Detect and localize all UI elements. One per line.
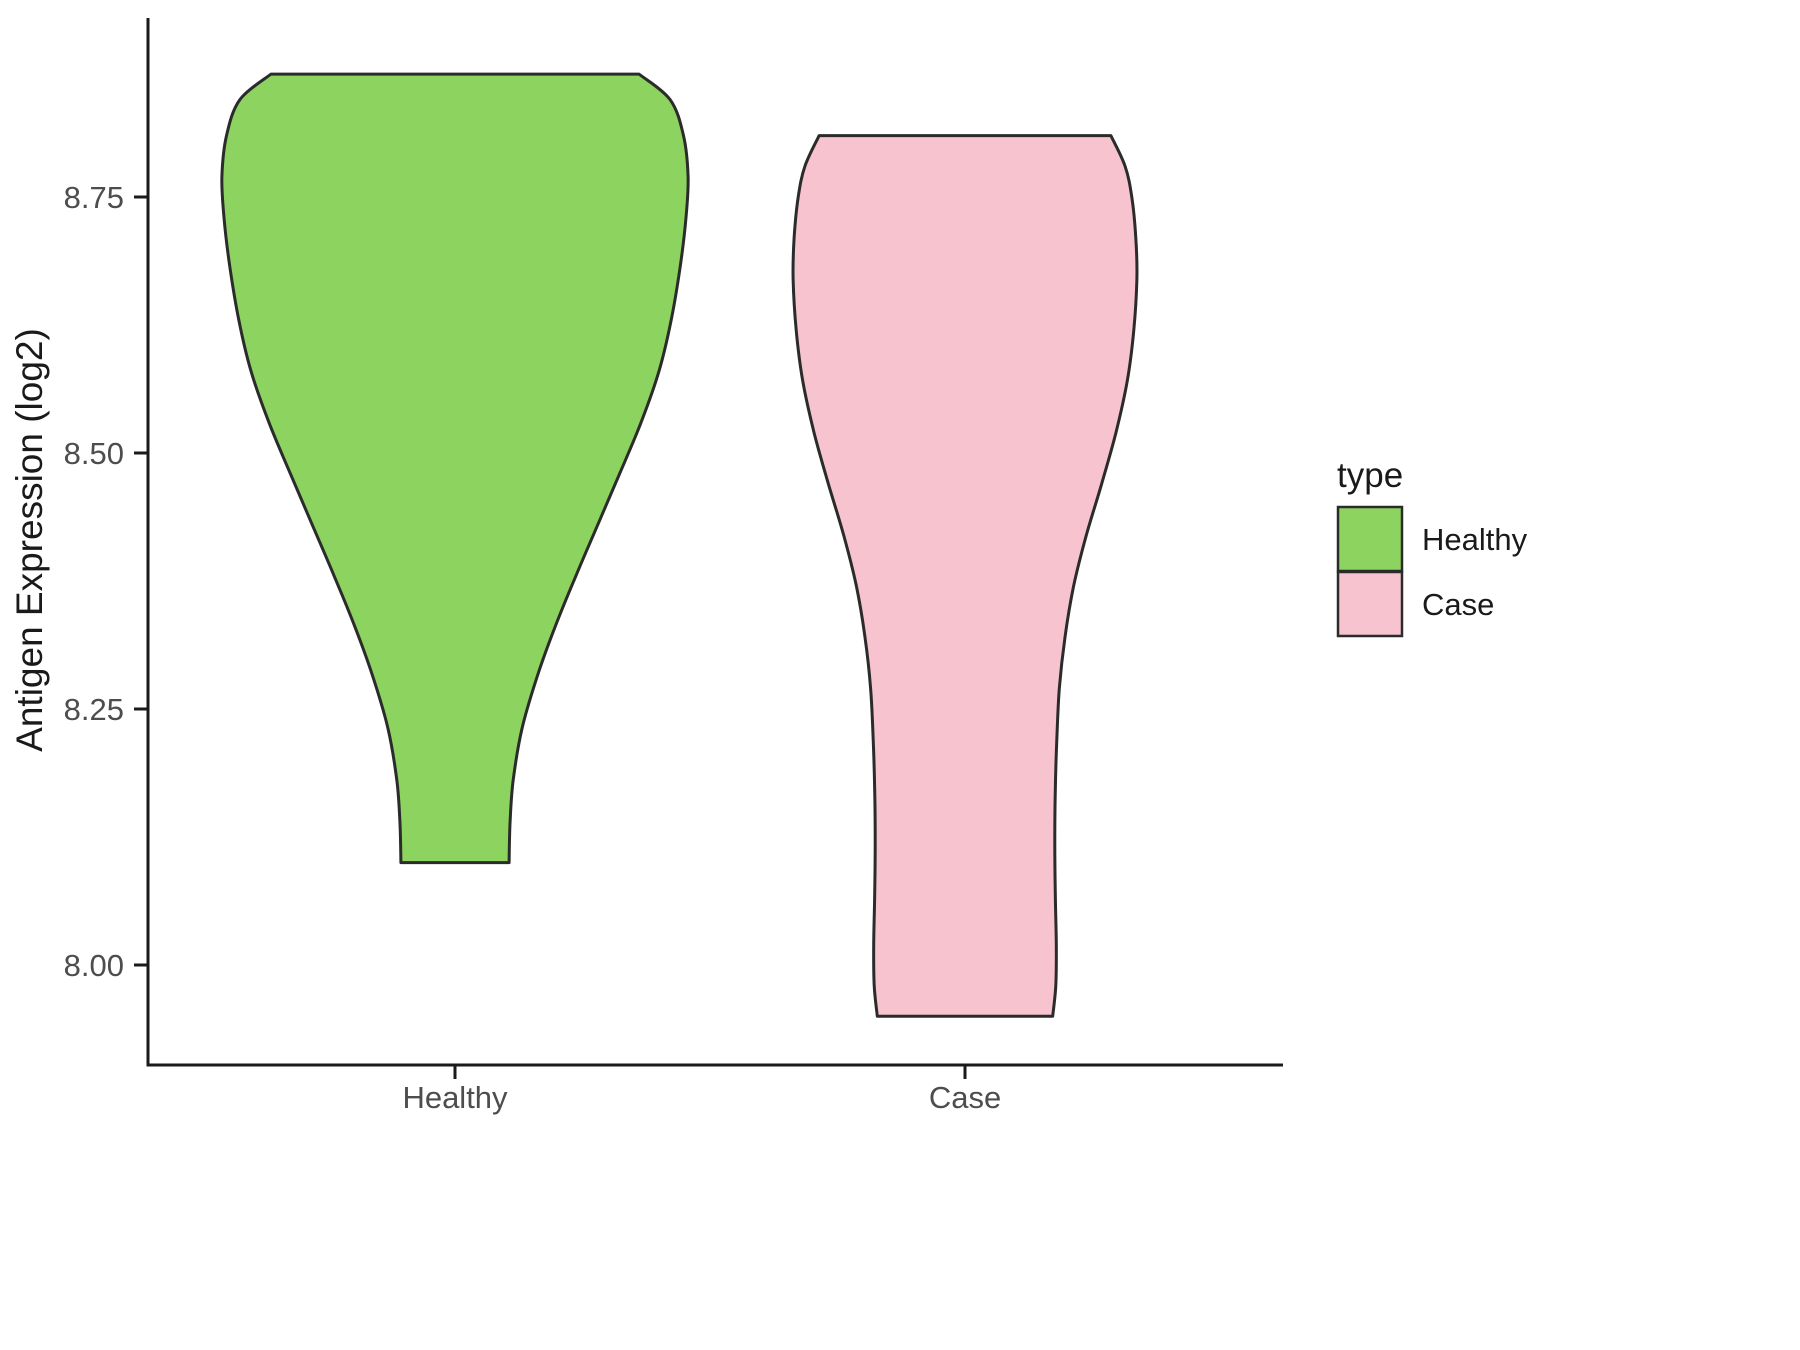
violin-healthy bbox=[220, 72, 690, 865]
legend-swatch-case bbox=[1336, 570, 1404, 638]
y-tick-label: 8.00 bbox=[64, 948, 124, 983]
y-tick-label: 8.75 bbox=[64, 180, 124, 215]
legend-label-case: Case bbox=[1422, 587, 1494, 622]
legend: type Healthy Case bbox=[1336, 456, 1528, 638]
legend-swatch-healthy bbox=[1336, 505, 1404, 573]
legend-label-healthy: Healthy bbox=[1422, 522, 1528, 557]
x-tick-label-healthy: Healthy bbox=[402, 1080, 508, 1115]
y-axis: 8.00 8.25 8.50 8.75 Antigen Expression (… bbox=[9, 18, 150, 1067]
legend-title: type bbox=[1337, 456, 1403, 495]
x-tick-label-case: Case bbox=[929, 1080, 1001, 1115]
x-axis: Healthy Case bbox=[146, 1063, 1283, 1115]
violin-case bbox=[791, 134, 1139, 1018]
y-axis-title: Antigen Expression (log2) bbox=[9, 328, 50, 752]
y-tick-label: 8.25 bbox=[64, 692, 124, 727]
violins-group bbox=[220, 72, 1139, 1018]
y-tick-label: 8.50 bbox=[64, 436, 124, 471]
